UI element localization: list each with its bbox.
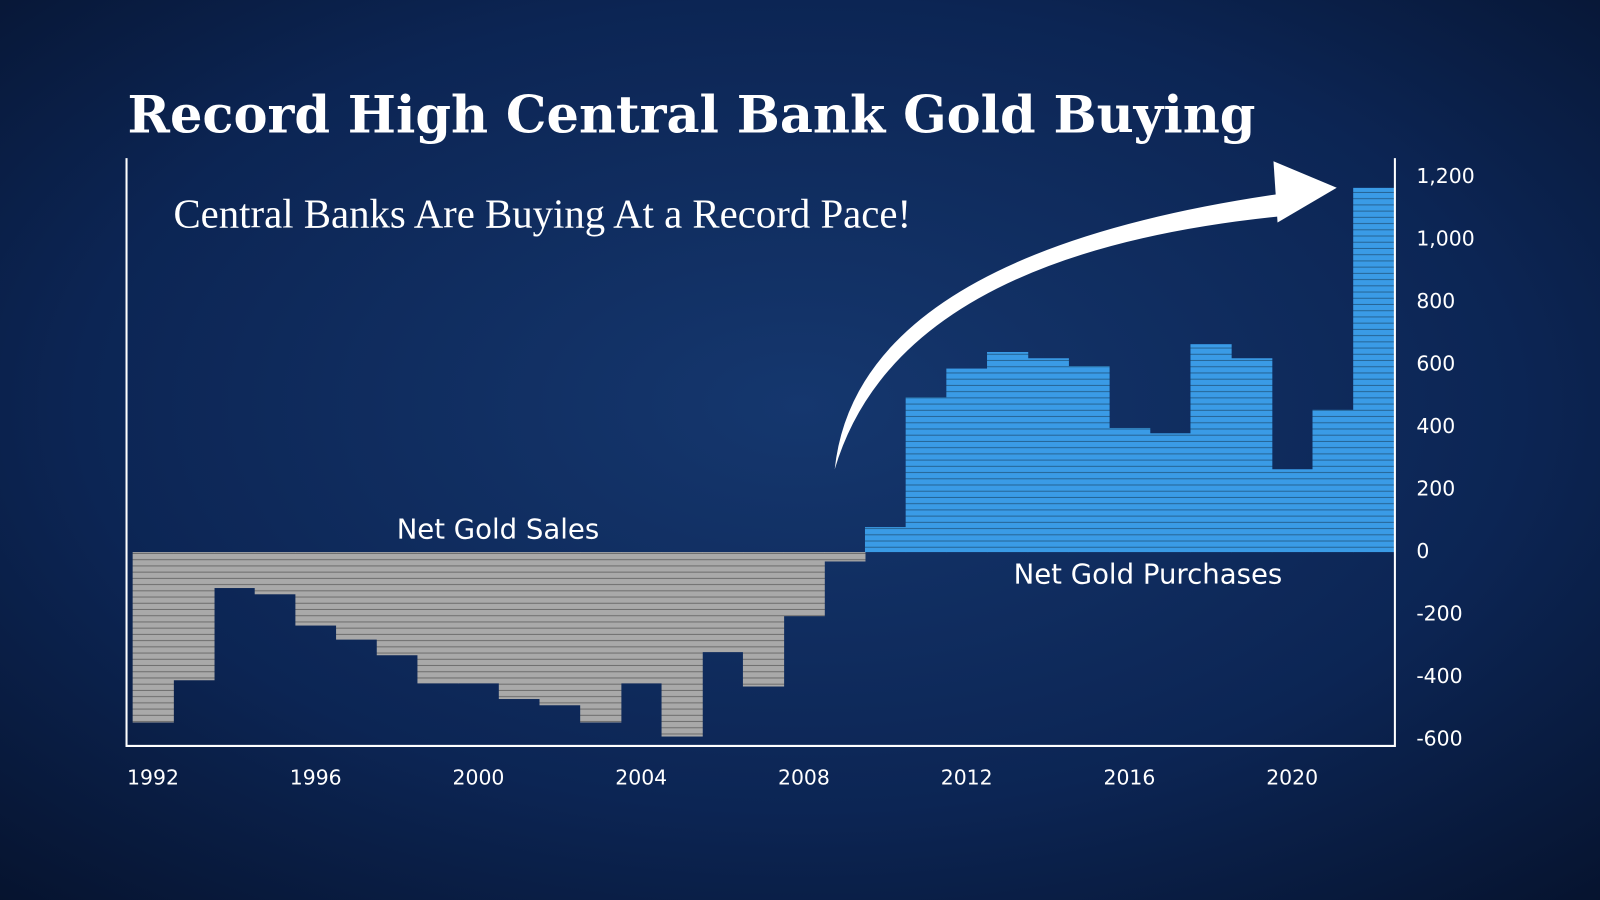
x-tick-label: 2012	[941, 766, 993, 790]
arrow-head	[1273, 161, 1337, 223]
bar	[498, 552, 541, 700]
x-tick-label: 2016	[1103, 766, 1155, 790]
y-tick-label: 600	[1416, 352, 1455, 376]
bar	[539, 552, 581, 706]
bar	[987, 351, 1029, 553]
bar	[783, 552, 825, 617]
bar	[1271, 469, 1314, 553]
bar	[1190, 344, 1232, 553]
bar	[458, 552, 500, 684]
y-tick-label: 1,000	[1416, 226, 1474, 250]
x-tick-label: 2020	[1266, 766, 1318, 790]
y-tick-label: 400	[1416, 414, 1455, 438]
y-tick-label: 200	[1416, 477, 1455, 501]
annotation: Net Gold Purchases	[1014, 559, 1283, 591]
bar	[620, 552, 663, 684]
bar	[336, 552, 378, 640]
bar	[254, 552, 296, 595]
bar	[1068, 366, 1110, 553]
bar	[742, 552, 785, 687]
y-tick-label: -600	[1416, 727, 1462, 751]
bar	[702, 552, 744, 653]
annotation: Central Banks Are Buying At a Record Pac…	[173, 192, 911, 237]
bar	[417, 552, 459, 684]
y-tick-label: 800	[1416, 289, 1455, 313]
bars	[132, 187, 1395, 737]
bar	[1353, 187, 1395, 553]
annotation: Net Gold Sales	[397, 514, 600, 546]
bar	[173, 552, 215, 681]
bar	[376, 552, 418, 656]
x-tick-label: 2004	[615, 766, 667, 790]
x-tick-label: 1996	[290, 766, 342, 790]
chart-title: Record High Central Bank Gold Buying	[128, 85, 1256, 145]
axis-frame	[125, 158, 1396, 747]
y-tick-label: 0	[1416, 539, 1429, 563]
x-tick-label: 1992	[127, 766, 179, 790]
y-tick-label: 1,200	[1416, 164, 1474, 188]
bar	[580, 552, 622, 723]
bar	[905, 397, 947, 553]
x-tick-label: 2000	[453, 766, 505, 790]
bar	[1109, 427, 1151, 553]
bar	[1149, 433, 1191, 553]
bar	[214, 552, 256, 589]
bar	[824, 552, 866, 562]
bar	[946, 368, 988, 553]
bar	[295, 552, 337, 626]
bar	[132, 552, 174, 723]
bar	[864, 527, 907, 553]
x-tick-label: 2008	[778, 766, 830, 790]
bar	[661, 552, 703, 737]
bar	[1231, 358, 1273, 553]
bar	[1027, 358, 1069, 553]
arrow	[834, 193, 1280, 470]
bar	[1312, 409, 1354, 553]
y-tick-label: -400	[1416, 664, 1462, 688]
y-tick-label: -200	[1416, 602, 1462, 626]
